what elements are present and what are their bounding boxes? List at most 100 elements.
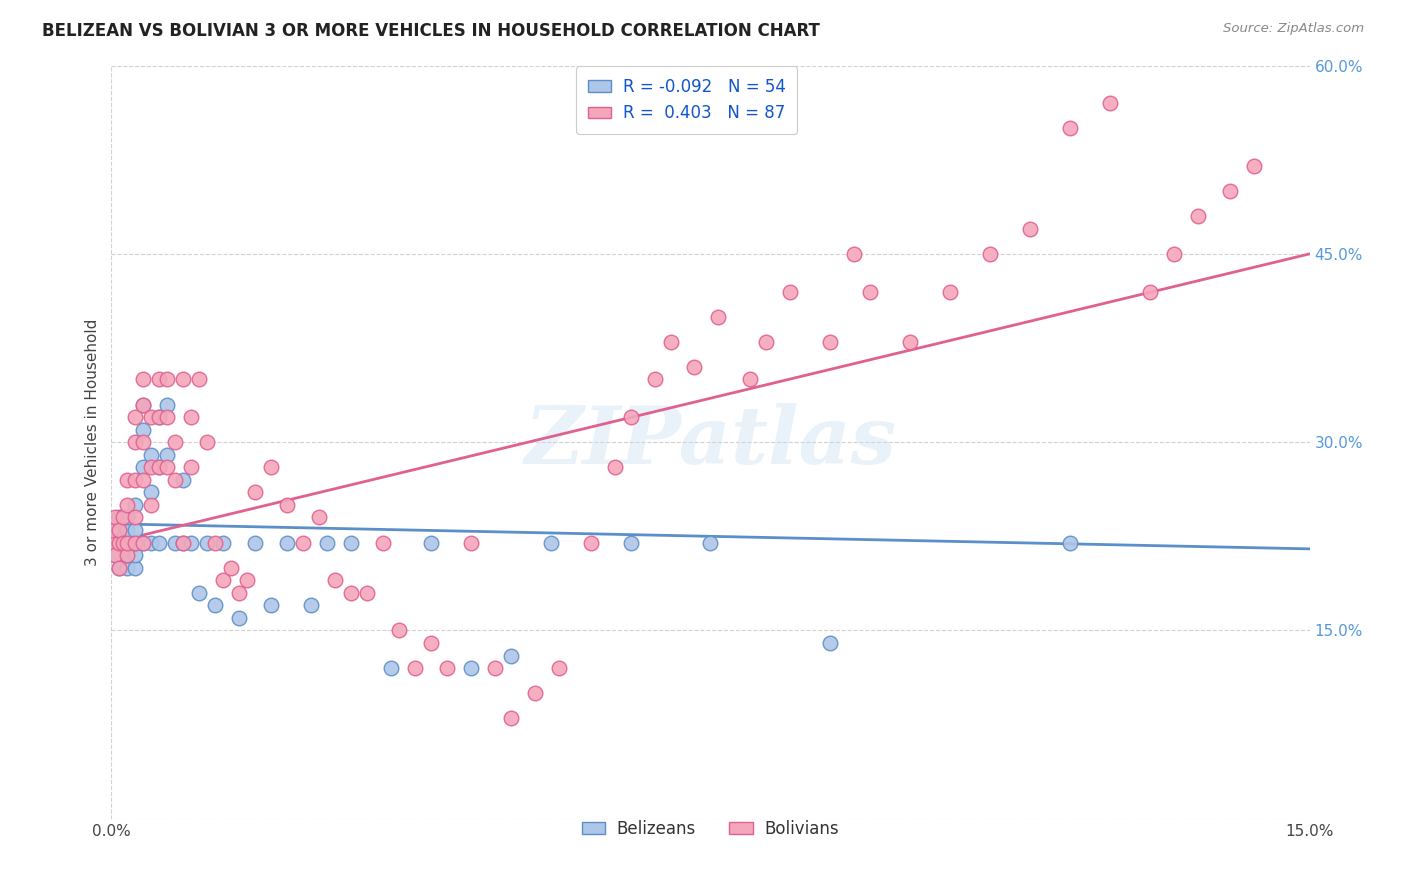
Point — [1163, 247, 1185, 261]
Point — [141, 498, 163, 512]
Point — [380, 661, 402, 675]
Point — [404, 661, 426, 675]
Point — [117, 548, 139, 562]
Point — [148, 410, 170, 425]
Point — [228, 586, 250, 600]
Point — [172, 535, 194, 549]
Point — [419, 535, 441, 549]
Point — [156, 448, 179, 462]
Point — [124, 535, 146, 549]
Point — [499, 711, 522, 725]
Point — [117, 548, 139, 562]
Text: ZIPatlas: ZIPatlas — [524, 403, 897, 481]
Point — [148, 410, 170, 425]
Point — [620, 410, 643, 425]
Point — [779, 285, 801, 299]
Point — [124, 535, 146, 549]
Point — [112, 535, 135, 549]
Point — [132, 397, 155, 411]
Point — [579, 535, 602, 549]
Point — [547, 661, 569, 675]
Point — [117, 535, 139, 549]
Point — [165, 435, 187, 450]
Point — [117, 523, 139, 537]
Point — [104, 510, 127, 524]
Point — [844, 247, 866, 261]
Point — [460, 661, 482, 675]
Point — [204, 599, 226, 613]
Point — [1219, 184, 1241, 198]
Text: BELIZEAN VS BOLIVIAN 3 OR MORE VEHICLES IN HOUSEHOLD CORRELATION CHART: BELIZEAN VS BOLIVIAN 3 OR MORE VEHICLES … — [42, 22, 820, 40]
Point — [436, 661, 458, 675]
Point — [699, 535, 721, 549]
Point — [243, 485, 266, 500]
Point — [603, 460, 626, 475]
Point — [323, 574, 346, 588]
Point — [148, 535, 170, 549]
Point — [172, 473, 194, 487]
Point — [165, 535, 187, 549]
Point — [117, 560, 139, 574]
Point — [165, 473, 187, 487]
Point — [523, 686, 546, 700]
Point — [141, 460, 163, 475]
Point — [195, 535, 218, 549]
Point — [124, 510, 146, 524]
Point — [180, 535, 202, 549]
Point — [172, 372, 194, 386]
Point — [156, 372, 179, 386]
Point — [172, 535, 194, 549]
Point — [299, 599, 322, 613]
Point — [188, 372, 211, 386]
Point — [707, 310, 730, 324]
Point — [148, 372, 170, 386]
Point — [117, 498, 139, 512]
Point — [148, 460, 170, 475]
Point — [371, 535, 394, 549]
Point — [1059, 121, 1081, 136]
Point — [180, 410, 202, 425]
Point — [460, 535, 482, 549]
Point — [292, 535, 315, 549]
Point — [100, 535, 122, 549]
Point — [755, 334, 778, 349]
Point — [1098, 96, 1121, 111]
Point — [859, 285, 882, 299]
Point — [156, 460, 179, 475]
Point — [108, 523, 131, 537]
Point — [820, 636, 842, 650]
Point — [117, 473, 139, 487]
Point — [132, 535, 155, 549]
Point — [243, 535, 266, 549]
Point — [141, 485, 163, 500]
Point — [124, 473, 146, 487]
Point — [1187, 209, 1209, 223]
Point — [484, 661, 506, 675]
Point — [132, 423, 155, 437]
Legend: Belizeans, Bolivians: Belizeans, Bolivians — [575, 813, 846, 845]
Point — [212, 574, 235, 588]
Point — [100, 523, 122, 537]
Point — [104, 548, 127, 562]
Point — [1243, 159, 1265, 173]
Point — [644, 372, 666, 386]
Point — [141, 535, 163, 549]
Point — [132, 435, 155, 450]
Point — [1139, 285, 1161, 299]
Point — [276, 535, 298, 549]
Point — [620, 535, 643, 549]
Point — [659, 334, 682, 349]
Point — [316, 535, 339, 549]
Point — [108, 535, 131, 549]
Point — [132, 473, 155, 487]
Point — [112, 535, 135, 549]
Point — [236, 574, 259, 588]
Point — [132, 460, 155, 475]
Point — [117, 535, 139, 549]
Point — [683, 359, 706, 374]
Point — [108, 523, 131, 537]
Point — [132, 397, 155, 411]
Point — [108, 560, 131, 574]
Point — [228, 611, 250, 625]
Point — [124, 548, 146, 562]
